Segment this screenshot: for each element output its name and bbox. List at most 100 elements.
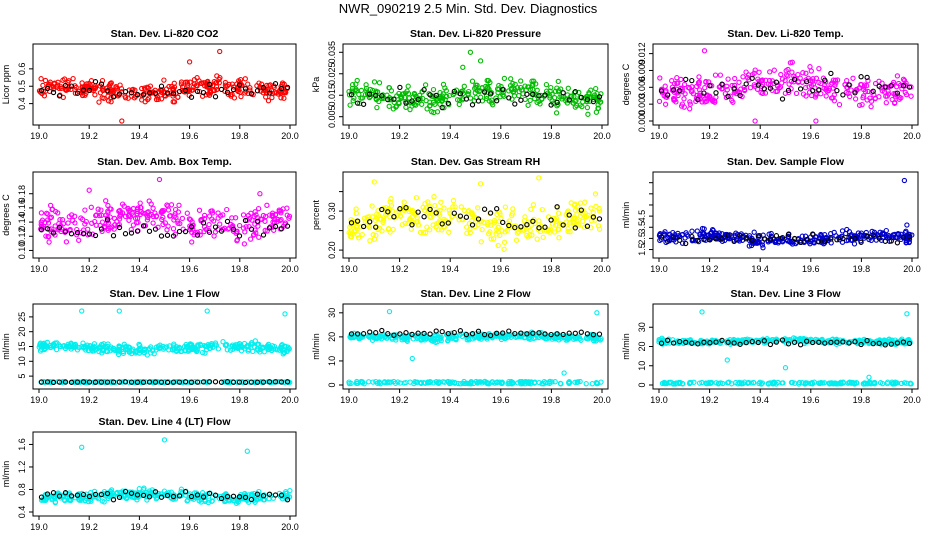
- data-point: [170, 379, 177, 385]
- data-point: [128, 379, 135, 385]
- data-point: [284, 497, 291, 503]
- data-point: [224, 347, 230, 353]
- data-point: [391, 214, 397, 220]
- data-point: [469, 331, 476, 337]
- data-point: [146, 494, 153, 500]
- data-point: [791, 76, 798, 83]
- data-point: [184, 210, 190, 216]
- data-point: [596, 94, 603, 100]
- data-point: [242, 76, 248, 82]
- data-point: [773, 339, 780, 345]
- data-point: [172, 211, 178, 217]
- data-point: [374, 104, 380, 111]
- data-point: [656, 98, 663, 105]
- data-point: [134, 492, 141, 498]
- data-point: [86, 379, 93, 385]
- data-point: [196, 78, 202, 84]
- data-point: [518, 333, 524, 340]
- data-point: [429, 109, 435, 115]
- data-point: [401, 199, 407, 205]
- data-point: [461, 378, 467, 385]
- data-point: [536, 175, 542, 181]
- data-points: [656, 48, 914, 124]
- data-point: [42, 77, 49, 84]
- data-point: [590, 209, 596, 216]
- y-tick-label: 0.18: [17, 185, 27, 203]
- data-point: [421, 330, 427, 337]
- data-point: [556, 87, 562, 94]
- data-point: [506, 380, 512, 387]
- data-point: [387, 379, 393, 385]
- data-point: [101, 95, 107, 101]
- data-point: [178, 81, 185, 87]
- data-point: [427, 92, 433, 98]
- data-point: [565, 85, 571, 91]
- data-point: [270, 219, 276, 225]
- data-point: [846, 340, 852, 346]
- data-point: [225, 226, 231, 232]
- data-point: [348, 234, 355, 240]
- y-tick-label: 0: [637, 382, 647, 387]
- data-point: [373, 330, 379, 336]
- data-point: [62, 490, 69, 496]
- data-point: [52, 208, 59, 215]
- data-point: [188, 224, 195, 230]
- data-point: [146, 228, 153, 234]
- data-point: [882, 238, 888, 244]
- data-point: [658, 236, 665, 243]
- data-point: [126, 379, 132, 385]
- data-point: [98, 207, 104, 213]
- data-point: [379, 93, 385, 99]
- data-point: [121, 203, 127, 209]
- data-point: [725, 232, 731, 238]
- data-point: [158, 89, 165, 95]
- data-point: [173, 348, 180, 354]
- data-point: [38, 210, 45, 216]
- data-point: [254, 83, 260, 89]
- data-point: [789, 379, 795, 386]
- data-point: [800, 70, 806, 76]
- data-point: [397, 213, 404, 219]
- data-point: [432, 101, 438, 107]
- data-point: [495, 89, 501, 96]
- data-point: [243, 224, 249, 230]
- data-point: [160, 221, 166, 228]
- data-point: [93, 212, 99, 219]
- data-point: [500, 330, 506, 336]
- data-point: [187, 217, 194, 223]
- data-point: [397, 331, 403, 337]
- chart-title: Stan. Dev. Line 3 Flow: [730, 288, 841, 300]
- data-point: [260, 232, 267, 238]
- data-point: [242, 86, 249, 92]
- data-point: [209, 210, 216, 216]
- x-tick-label: 19.2: [80, 395, 98, 405]
- data-point: [68, 231, 75, 237]
- data-point: [79, 92, 86, 99]
- data-points: [38, 176, 293, 247]
- data-points: [38, 437, 293, 506]
- data-point: [518, 97, 524, 103]
- data-point: [868, 103, 874, 110]
- data-point: [848, 87, 854, 93]
- data-point: [664, 337, 671, 343]
- data-point: [568, 200, 574, 206]
- data-point: [483, 93, 490, 99]
- data-point: [80, 491, 87, 498]
- data-point: [755, 233, 761, 239]
- x-tick-label: 19.8: [543, 131, 561, 141]
- data-point: [204, 308, 210, 314]
- data-point: [96, 99, 102, 105]
- data-point: [681, 96, 687, 102]
- data-point: [164, 492, 171, 499]
- data-point: [794, 336, 801, 343]
- data-point: [189, 229, 195, 236]
- data-point: [464, 224, 470, 230]
- data-point: [907, 380, 914, 387]
- data-point: [766, 337, 772, 343]
- data-point: [662, 101, 669, 107]
- data-points: [346, 49, 604, 117]
- data-point: [59, 217, 66, 223]
- data-point: [845, 237, 852, 243]
- data-point: [383, 205, 389, 211]
